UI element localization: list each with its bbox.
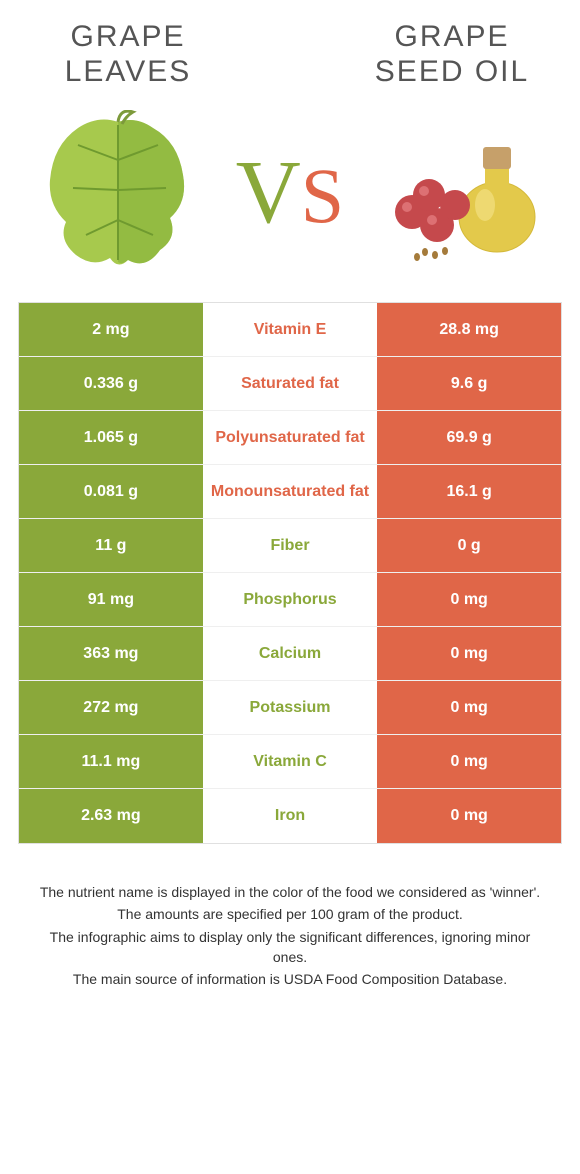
footnote-line: The nutrient name is displayed in the co… <box>36 882 544 902</box>
nutrient-label: Phosphorus <box>203 573 378 626</box>
table-row: 11 gFiber0 g <box>19 519 561 573</box>
right-value: 0 mg <box>377 789 561 843</box>
grape-seed-oil-image <box>372 107 552 277</box>
left-value: 0.336 g <box>19 357 203 410</box>
table-row: 2.63 mgIron0 mg <box>19 789 561 843</box>
right-value: 0 mg <box>377 573 561 626</box>
vs-v: V <box>236 141 301 244</box>
nutrient-label: Vitamin C <box>203 735 378 788</box>
leaf-icon <box>38 110 198 275</box>
nutrient-label: Polyunsaturated fat <box>203 411 378 464</box>
nutrient-label: Potassium <box>203 681 378 734</box>
left-value: 91 mg <box>19 573 203 626</box>
nutrient-label: Vitamin E <box>203 303 378 356</box>
grape-leaves-image <box>28 107 208 277</box>
left-value: 0.081 g <box>19 465 203 518</box>
table-row: 363 mgCalcium0 mg <box>19 627 561 681</box>
title-left: GRAPE LEAVES <box>28 20 228 89</box>
right-value: 9.6 g <box>377 357 561 410</box>
table-row: 0.081 gMonounsaturated fat16.1 g <box>19 465 561 519</box>
image-row: VS <box>18 107 562 302</box>
header: GRAPE LEAVES GRAPE SEED OIL <box>18 20 562 89</box>
left-value: 11 g <box>19 519 203 572</box>
nutrient-label: Saturated fat <box>203 357 378 410</box>
left-value: 11.1 mg <box>19 735 203 788</box>
right-value: 16.1 g <box>377 465 561 518</box>
nutrient-label: Iron <box>203 789 378 843</box>
right-value: 0 mg <box>377 627 561 680</box>
footnote-line: The main source of information is USDA F… <box>36 969 544 989</box>
table-row: 272 mgPotassium0 mg <box>19 681 561 735</box>
title-right: GRAPE SEED OIL <box>352 20 552 89</box>
left-value: 363 mg <box>19 627 203 680</box>
left-value: 2.63 mg <box>19 789 203 843</box>
oil-icon <box>377 117 547 267</box>
table-row: 91 mgPhosphorus0 mg <box>19 573 561 627</box>
table-row: 0.336 gSaturated fat9.6 g <box>19 357 561 411</box>
footnote-line: The infographic aims to display only the… <box>36 927 544 968</box>
table-row: 11.1 mgVitamin C0 mg <box>19 735 561 789</box>
right-value: 69.9 g <box>377 411 561 464</box>
footnote-line: The amounts are specified per 100 gram o… <box>36 904 544 924</box>
right-value: 28.8 mg <box>377 303 561 356</box>
nutrient-label: Monounsaturated fat <box>203 465 378 518</box>
right-value: 0 g <box>377 519 561 572</box>
left-value: 2 mg <box>19 303 203 356</box>
right-value: 0 mg <box>377 681 561 734</box>
comparison-table: 2 mgVitamin E28.8 mg0.336 gSaturated fat… <box>18 302 562 844</box>
table-row: 2 mgVitamin E28.8 mg <box>19 303 561 357</box>
nutrient-label: Fiber <box>203 519 378 572</box>
right-value: 0 mg <box>377 735 561 788</box>
vs-label: VS <box>236 141 344 244</box>
vs-s: S <box>301 151 344 241</box>
left-value: 1.065 g <box>19 411 203 464</box>
footnotes: The nutrient name is displayed in the co… <box>18 882 562 989</box>
left-value: 272 mg <box>19 681 203 734</box>
nutrient-label: Calcium <box>203 627 378 680</box>
table-row: 1.065 gPolyunsaturated fat69.9 g <box>19 411 561 465</box>
